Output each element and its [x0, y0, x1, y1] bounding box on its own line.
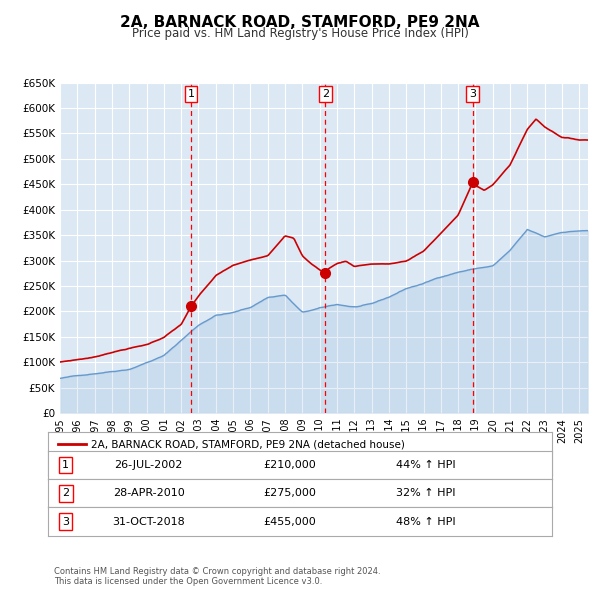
Text: 2: 2: [322, 89, 329, 99]
Text: 2A, BARNACK ROAD, STAMFORD, PE9 2NA: 2A, BARNACK ROAD, STAMFORD, PE9 2NA: [120, 15, 480, 30]
Text: HPI: Average price, detached house, South Kesteven: HPI: Average price, detached house, Sout…: [91, 460, 365, 469]
Text: 28-APR-2010: 28-APR-2010: [113, 489, 185, 498]
Text: 31-OCT-2018: 31-OCT-2018: [112, 517, 185, 526]
Text: 48% ↑ HPI: 48% ↑ HPI: [396, 517, 456, 526]
Text: 2: 2: [62, 489, 69, 498]
Text: 1: 1: [188, 89, 194, 99]
Text: 1: 1: [62, 460, 69, 470]
Text: £210,000: £210,000: [263, 460, 316, 470]
Text: 3: 3: [469, 89, 476, 99]
Text: £455,000: £455,000: [263, 517, 316, 526]
Text: 26-JUL-2002: 26-JUL-2002: [115, 460, 183, 470]
Text: Price paid vs. HM Land Registry's House Price Index (HPI): Price paid vs. HM Land Registry's House …: [131, 27, 469, 40]
Text: Contains HM Land Registry data © Crown copyright and database right 2024.
This d: Contains HM Land Registry data © Crown c…: [54, 567, 380, 586]
Text: 2A, BARNACK ROAD, STAMFORD, PE9 2NA (detached house): 2A, BARNACK ROAD, STAMFORD, PE9 2NA (det…: [91, 440, 405, 450]
Text: 3: 3: [62, 517, 69, 526]
Text: 44% ↑ HPI: 44% ↑ HPI: [396, 460, 456, 470]
Text: 32% ↑ HPI: 32% ↑ HPI: [396, 489, 456, 498]
Text: £275,000: £275,000: [263, 489, 316, 498]
